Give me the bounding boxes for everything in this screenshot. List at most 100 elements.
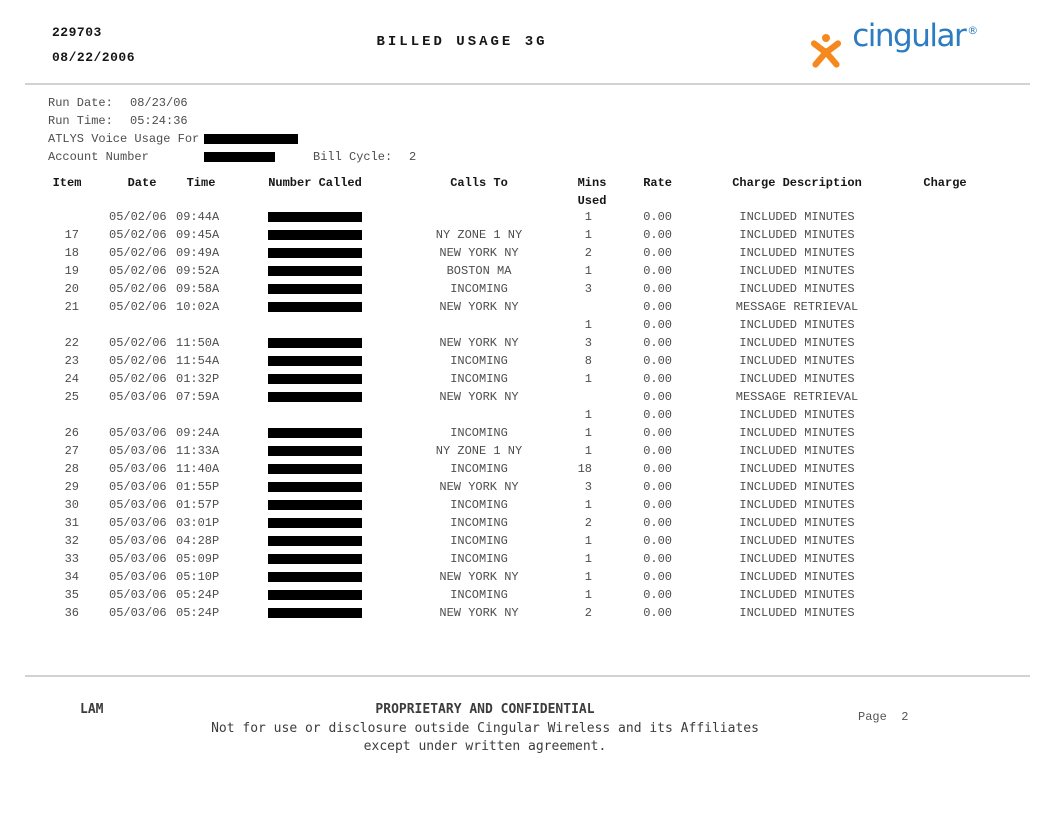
registered-mark: ® [967, 24, 979, 37]
col-header-rate: Rate [643, 176, 672, 190]
doc-date: 08/22/2006 [52, 50, 136, 65]
cell-time: 05:10P [176, 570, 220, 584]
cell-mins: 1 [584, 534, 592, 548]
cell-rate: 0.00 [643, 552, 672, 566]
cell-date: 05/02/06 [109, 246, 167, 260]
cingular-jack-icon [763, 17, 846, 89]
cell-desc: INCLUDED MINUTES [739, 534, 855, 548]
cell-time: 09:44A [176, 210, 220, 224]
cell-time: 10:02A [176, 300, 220, 314]
cell-date: 05/02/06 [109, 354, 167, 368]
col-header-calls-to: Calls To [450, 176, 508, 190]
cell-desc: INCLUDED MINUTES [739, 264, 855, 278]
table-row: 30 05/03/06 01:57P INCOMING 1 0.00 INCLUDED MI… [0, 496, 1056, 514]
cingular-logo: cingular ® [763, 17, 978, 89]
redacted-number-bar [268, 464, 362, 474]
cell-rate: 0.00 [643, 354, 672, 368]
cell-date: 05/03/06 [109, 426, 167, 440]
cell-desc: INCLUDED MINUTES [739, 606, 855, 620]
cell-time: 01:57P [176, 498, 220, 512]
cell-num [268, 568, 362, 586]
confidential-title: PROPRIETARY AND CONFIDENTIAL [375, 702, 595, 717]
cell-time: 11:33A [176, 444, 220, 458]
cell-mins: 3 [584, 336, 592, 350]
table-row: 23 05/02/06 11:54A INCOMING 8 0.00 INCLUDED MI… [0, 352, 1056, 370]
cell-mins: 1 [584, 408, 592, 422]
cell-date: 05/03/06 [109, 462, 167, 476]
redacted-number-bar [268, 212, 362, 222]
account-number-label: Account Number [48, 150, 149, 164]
cell-time: 04:28P [176, 534, 220, 548]
cell-calls-to: INCOMING [450, 498, 508, 512]
redacted-account-number-bar [204, 152, 275, 162]
cell-item: 35 [64, 588, 79, 602]
usage-for-label: ATLYS Voice Usage For [48, 132, 200, 146]
run-time-label: Run Time: [48, 114, 113, 128]
cell-date: 05/02/06 [109, 372, 167, 386]
cell-time: 01:32P [176, 372, 220, 386]
cell-rate: 0.00 [643, 246, 672, 260]
cell-desc: INCLUDED MINUTES [739, 480, 855, 494]
run-time-line: Run Time: 05:24:36 [0, 112, 1056, 130]
cell-num [268, 226, 362, 244]
cell-calls-to: INCOMING [450, 516, 508, 530]
cell-date: 05/02/06 [109, 282, 167, 296]
cell-num [268, 532, 362, 550]
cell-mins: 2 [584, 246, 592, 260]
cell-item: 28 [64, 462, 79, 476]
run-date-label: Run Date: [48, 96, 113, 110]
cell-date: 05/03/06 [109, 570, 167, 584]
cell-num [268, 262, 362, 280]
cell-mins: 1 [584, 210, 592, 224]
run-date-value: 08/23/06 [130, 96, 188, 110]
table-row: 36 05/03/06 05:24P NEW YORK NY 2 0.00 INCLUDED… [0, 604, 1056, 622]
cell-date: 05/03/06 [109, 588, 167, 602]
cell-num [268, 550, 362, 568]
cell-date: 05/03/06 [109, 498, 167, 512]
cell-calls-to: INCOMING [450, 426, 508, 440]
cell-time: 09:45A [176, 228, 220, 242]
cell-desc: INCLUDED MINUTES [739, 354, 855, 368]
cell-desc: INCLUDED MINUTES [739, 282, 855, 296]
redacted-number-bar [268, 608, 362, 618]
cell-desc: MESSAGE RETRIEVAL [735, 390, 859, 404]
cell-date: 05/03/06 [109, 516, 167, 530]
cell-item: 22 [64, 336, 79, 350]
redacted-number-bar [268, 500, 362, 510]
cell-rate: 0.00 [643, 390, 672, 404]
cell-calls-to: INCOMING [450, 282, 508, 296]
cell-rate: 0.00 [643, 372, 672, 386]
cell-time: 05:24P [176, 588, 220, 602]
cell-desc: INCLUDED MINUTES [739, 588, 855, 602]
cingular-wordmark: cingular [852, 18, 966, 54]
table-row: 22 05/02/06 11:50A NEW YORK NY 3 0.00 INCLUDED… [0, 334, 1056, 352]
cell-mins: 1 [584, 228, 592, 242]
bill-cycle-value: 2 [409, 150, 417, 164]
cell-desc: INCLUDED MINUTES [739, 228, 855, 242]
cell-date: 05/02/06 [109, 228, 167, 242]
cell-calls-to: NY ZONE 1 NY [435, 228, 523, 242]
cell-time: 09:58A [176, 282, 220, 296]
cell-item: 29 [64, 480, 79, 494]
cell-rate: 0.00 [643, 534, 672, 548]
cell-item: 17 [64, 228, 79, 242]
redacted-number-bar [268, 374, 362, 384]
cell-time: 03:01P [176, 516, 220, 530]
cell-time: 11:50A [176, 336, 220, 350]
cell-num [268, 244, 362, 262]
redacted-number-bar [268, 518, 362, 528]
cell-desc: INCLUDED MINUTES [739, 372, 855, 386]
col-header-item: Item [52, 176, 82, 190]
cell-num [268, 280, 362, 298]
usage-for-line: ATLYS Voice Usage For [0, 130, 1056, 148]
table-row: 19 05/02/06 09:52A BOSTON MA 1 0.00 INCLUDED M… [0, 262, 1056, 280]
col-header-used: Used [577, 194, 607, 208]
cell-item: 31 [64, 516, 79, 530]
redacted-number-bar [268, 590, 362, 600]
cell-mins: 18 [577, 462, 592, 476]
table-row: 27 05/03/06 11:33A NY ZONE 1 NY 1 0.00 INCLUDE… [0, 442, 1056, 460]
table-row: 31 05/03/06 03:01P INCOMING 2 0.00 INCLUDED MI… [0, 514, 1056, 532]
cell-desc: MESSAGE RETRIEVAL [735, 300, 859, 314]
cell-date: 05/03/06 [109, 552, 167, 566]
footer-initials: LAM [80, 702, 104, 717]
